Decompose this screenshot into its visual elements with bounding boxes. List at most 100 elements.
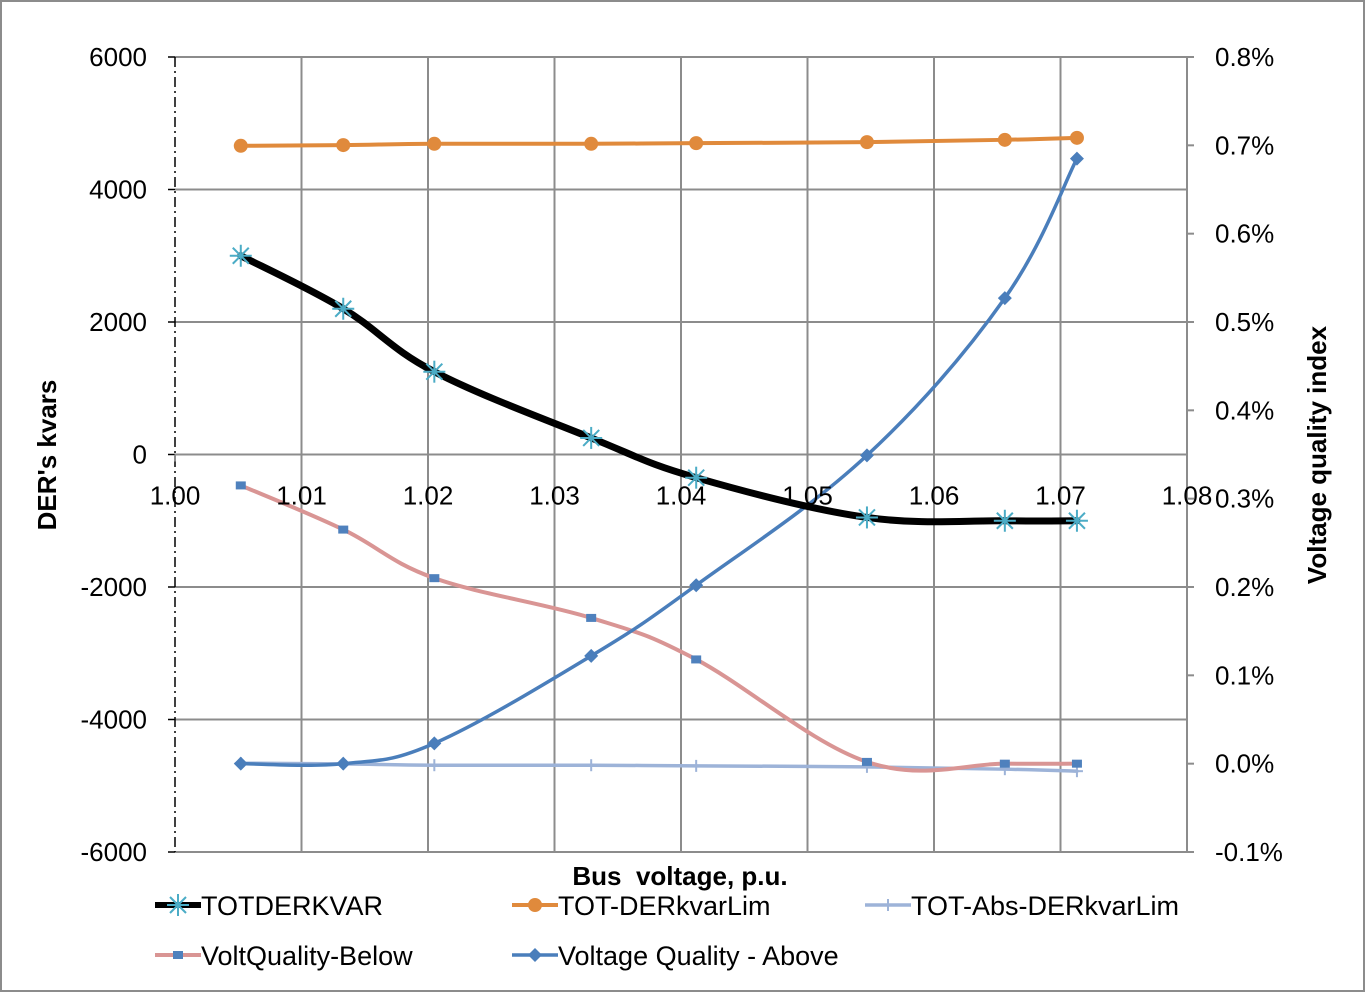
series-line <box>239 156 1079 768</box>
x-axis-tick-labels: 1.00 1.01 1.02 1.03 1.04 1.05 1.06 1.07 1.08 <box>150 481 1213 511</box>
data-point <box>427 136 442 151</box>
legend-label: TOT-DERkvarLim <box>558 891 771 921</box>
data-point <box>859 135 874 150</box>
data-point <box>993 509 1016 532</box>
data-point <box>1071 759 1082 768</box>
legend-label: VoltQuality-Below <box>201 941 413 971</box>
data-point <box>999 759 1010 768</box>
series-line <box>238 135 1079 148</box>
data-point <box>997 132 1012 147</box>
y2-tick-label: 0.1% <box>1215 660 1274 690</box>
data-point <box>429 574 440 583</box>
x-tick-label: 1.08 <box>1162 481 1213 511</box>
data-point <box>336 138 351 153</box>
x-axis-title: Bus voltage, p.u. <box>572 861 787 891</box>
legend-label: TOTDERKVAR <box>201 891 383 921</box>
data-point <box>423 360 446 383</box>
data-point <box>690 759 703 772</box>
x-tick-label: 1.03 <box>529 481 580 511</box>
y-tick-label: 2000 <box>89 307 147 337</box>
data-point <box>691 655 702 664</box>
data-point <box>336 756 351 771</box>
marker-stroke <box>169 896 187 914</box>
data-point <box>332 297 355 320</box>
data-point <box>685 466 708 489</box>
y-tick-label: 0 <box>133 440 147 470</box>
legend-item-tot-derkvarlim: TOT-DERkvarLim <box>512 891 771 921</box>
gridlines <box>175 56 1188 853</box>
data-point <box>1065 509 1088 532</box>
y2-axis-title: Voltage quality index <box>1302 325 1332 584</box>
marker-stroke <box>996 512 1014 530</box>
x-tick-label: 1.05 <box>782 481 833 511</box>
data-point <box>229 244 252 267</box>
series-tot-derkvarlim <box>233 130 1084 153</box>
data-point <box>580 426 603 449</box>
data-point <box>586 613 597 622</box>
x-tick-label: 1.01 <box>276 481 327 511</box>
legend-label: TOT-Abs-DERkvarLim <box>911 891 1179 921</box>
marker-stroke <box>425 362 444 381</box>
legend-marker <box>882 899 894 911</box>
y-axis-title: DER's kvars <box>32 380 62 531</box>
marker-stroke <box>582 429 600 447</box>
y-tick-label: 4000 <box>89 175 147 205</box>
axes <box>168 56 1194 853</box>
y2-tick-label: 0.7% <box>1215 130 1274 160</box>
legend-item-totderkvar: TOTDERKVAR <box>155 891 383 921</box>
y-axis-tick-labels: 6000 4000 2000 0 -2000 -4000 -6000 <box>81 42 148 867</box>
legend-marker <box>528 898 542 912</box>
data-point <box>233 756 248 771</box>
data-point <box>428 759 441 772</box>
data-point <box>584 648 599 663</box>
data-point <box>859 448 874 463</box>
y2-tick-label: 0.8% <box>1215 42 1274 72</box>
marker-stroke <box>334 300 352 318</box>
y2-tick-label: 0.6% <box>1215 219 1274 249</box>
x-tick-label: 1.06 <box>909 481 960 511</box>
y2-tick-label: -0.1% <box>1215 837 1283 867</box>
y2-tick-label: 0.2% <box>1215 572 1274 602</box>
data-point <box>233 138 248 153</box>
y2-tick-label: 0.3% <box>1215 484 1274 514</box>
legend-item-voltage-quality-above: Voltage Quality - Above <box>512 941 839 971</box>
x-tick-label: 1.07 <box>1035 481 1086 511</box>
legend-marker <box>528 948 542 962</box>
y2-axis-tick-labels: 0.8% 0.7% 0.6% 0.5% 0.4% 0.3% 0.2% 0.1% 0.0% -0.1… <box>1215 42 1283 867</box>
series-voltage-quality-above <box>233 151 1084 771</box>
y-tick-label: -6000 <box>81 837 148 867</box>
marker-stroke <box>687 468 705 487</box>
series-line <box>237 252 1081 526</box>
legend-marker <box>173 951 183 959</box>
legend-marker <box>167 894 189 916</box>
y2-tick-label: 0.5% <box>1215 307 1274 337</box>
y2-tick-label: 0.0% <box>1215 749 1274 779</box>
marker-stroke <box>858 508 876 527</box>
data-point <box>427 736 442 751</box>
y-tick-label: 6000 <box>89 42 147 72</box>
legend: TOTDERKVAR TOT-DERkvarLim TOT-Abs-DERkvarL… <box>155 891 1179 971</box>
y-tick-label: -4000 <box>81 705 148 735</box>
data-point <box>584 136 599 151</box>
legend-label: Voltage Quality - Above <box>558 941 839 971</box>
data-point <box>689 136 704 151</box>
series-voltquality-below <box>235 481 1082 773</box>
series-lines <box>229 130 1088 778</box>
data-point <box>997 291 1012 306</box>
legend-item-voltquality-below: VoltQuality-Below <box>155 941 413 971</box>
data-point <box>689 578 704 593</box>
x-tick-label: 1.02 <box>403 481 454 511</box>
data-point <box>861 757 872 766</box>
y2-tick-label: 0.4% <box>1215 395 1274 425</box>
series-totderkvar <box>229 244 1088 532</box>
legend-item-tot-abs-derkvarlim: TOT-Abs-DERkvarLim <box>865 891 1179 921</box>
data-point <box>855 506 878 529</box>
x-tick-label: 1.04 <box>656 481 707 511</box>
data-point <box>338 525 349 534</box>
series-line <box>238 483 1079 773</box>
marker-stroke <box>232 247 250 265</box>
x-tick-label: 1.00 <box>150 481 201 511</box>
